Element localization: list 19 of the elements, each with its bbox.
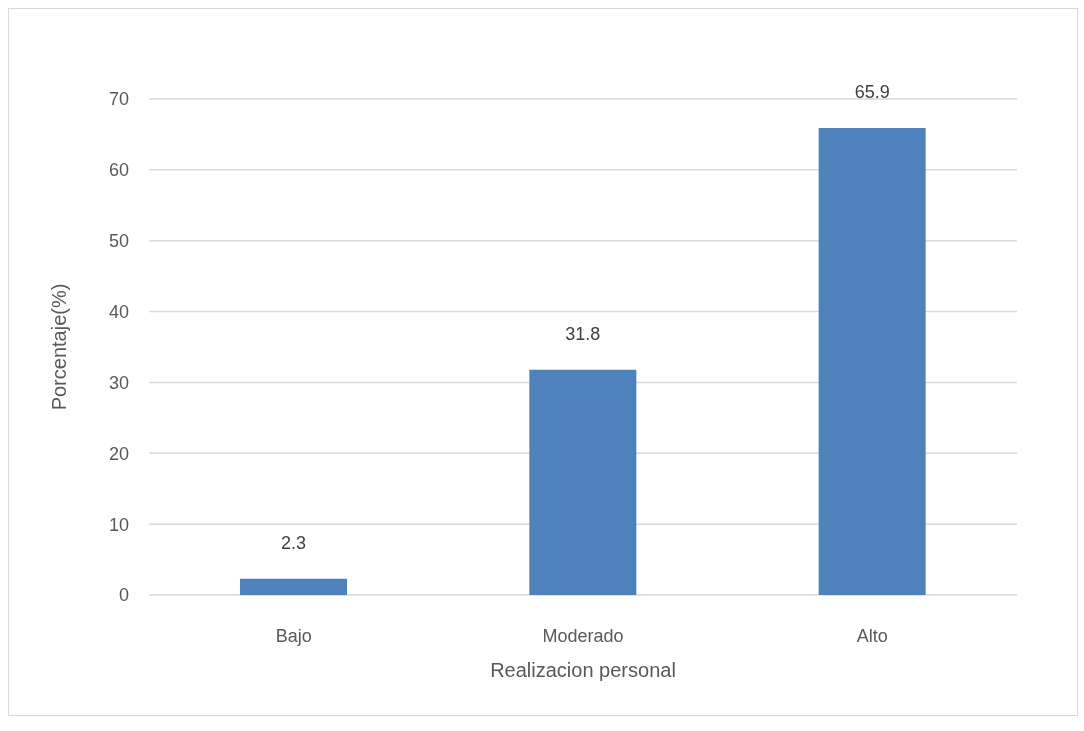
data-label: 65.9: [854, 82, 890, 103]
bar: [818, 128, 926, 595]
y-tick-label: 70: [108, 89, 129, 110]
data-label: 2.3: [280, 532, 307, 553]
data-label: 31.8: [565, 323, 601, 344]
y-tick-label: 10: [108, 514, 129, 535]
y-tick-label: 30: [108, 372, 129, 393]
x-axis-title: Realizacion personal: [490, 659, 676, 681]
x-tick-label: Alto: [856, 625, 888, 646]
x-tick-label: Moderado: [542, 625, 624, 646]
y-tick-label: 50: [108, 231, 129, 252]
x-tick-label: Bajo: [275, 625, 312, 646]
y-tick-label: 0: [118, 585, 129, 606]
y-axis-title: Porcentaje(%): [48, 283, 71, 411]
y-tick-label: 20: [108, 443, 129, 464]
bar: [240, 578, 347, 595]
bar: [529, 369, 637, 595]
y-tick-label: 40: [108, 301, 129, 322]
y-tick-label: 60: [108, 160, 129, 181]
